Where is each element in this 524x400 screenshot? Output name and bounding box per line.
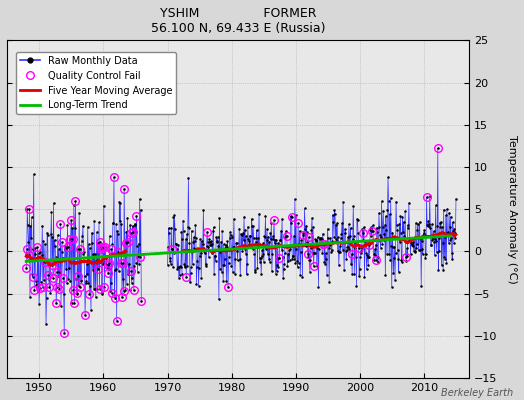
Y-axis label: Temperature Anomaly (°C): Temperature Anomaly (°C)	[507, 135, 517, 284]
Text: Berkeley Earth: Berkeley Earth	[441, 388, 514, 398]
Legend: Raw Monthly Data, Quality Control Fail, Five Year Moving Average, Long-Term Tren: Raw Monthly Data, Quality Control Fail, …	[16, 52, 176, 114]
Title: YSHIM                FORMER
56.100 N, 69.433 E (Russia): YSHIM FORMER 56.100 N, 69.433 E (Russia)	[151, 7, 325, 35]
